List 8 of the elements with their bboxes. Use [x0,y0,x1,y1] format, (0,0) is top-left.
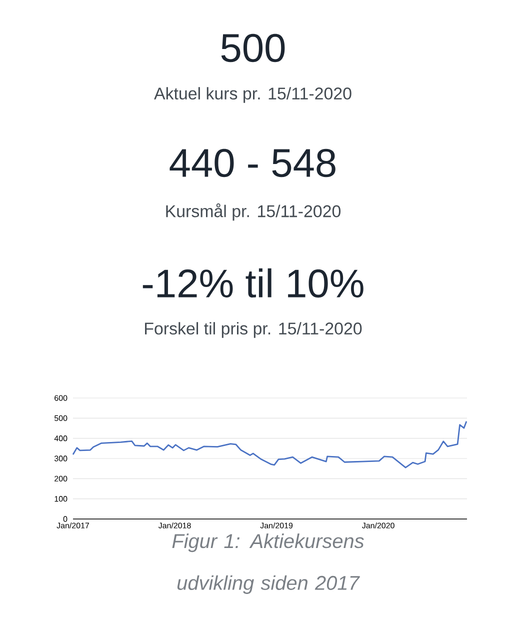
text: Forskel til pris pr. 15/11-2020 [145,322,362,338]
text: Kursmål pr. 15/11-2020 [166,203,341,221]
text: Aktuel kurs pr. 15/11-2020 [154,87,352,103]
text: 440 - 548 [170,148,336,178]
line-series [72,420,468,468]
text: -12% til 10% [142,268,364,298]
text: Figur 1: Aktiekursens udvikling siden 2017 [172,534,364,594]
text: 500 [221,34,285,62]
